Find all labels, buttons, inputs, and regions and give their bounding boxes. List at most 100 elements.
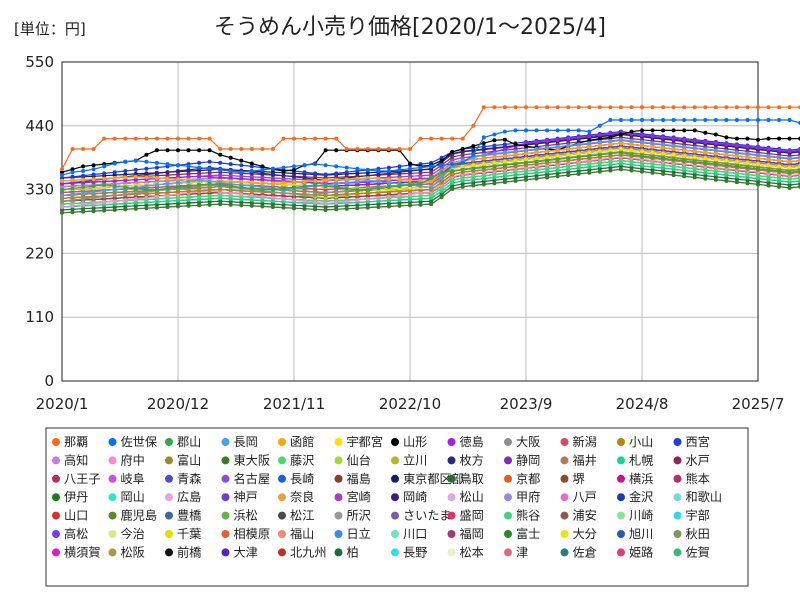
data-point (386, 201, 391, 206)
x-tick-label: 2024/8 (616, 395, 669, 413)
data-point (777, 181, 782, 186)
data-point (724, 176, 729, 180)
data-point (123, 204, 128, 209)
data-point (355, 203, 360, 208)
data-point (418, 199, 423, 204)
x-tick-label: 2020/1 (36, 395, 89, 413)
data-point (661, 169, 666, 173)
data-point (492, 178, 497, 183)
data-point (587, 167, 592, 172)
data-point (429, 173, 434, 178)
data-point (460, 155, 465, 160)
y-tick-label: 440 (25, 117, 54, 135)
x-tick-label: 2022/10 (379, 395, 441, 413)
data-point (260, 201, 265, 206)
data-point (703, 173, 708, 178)
data-point (270, 202, 275, 207)
data-point (376, 202, 381, 207)
data-point (323, 205, 328, 209)
data-point (640, 166, 644, 171)
data-point (60, 207, 64, 212)
data-point (281, 202, 286, 207)
data-point (176, 201, 180, 206)
y-tick-label: 220 (25, 244, 54, 262)
y-tick-label: 550 (25, 53, 54, 71)
data-point (249, 200, 254, 205)
data-point (302, 203, 307, 208)
data-point (450, 158, 455, 162)
data-point (365, 202, 370, 207)
data-point (112, 196, 117, 201)
chart-title: そうめん小売り価格[2020/1～2025/4] (214, 15, 606, 40)
data-point (207, 199, 212, 204)
data-point (418, 173, 423, 178)
data-point (745, 178, 750, 183)
data-point (365, 194, 370, 198)
data-point (186, 200, 191, 205)
data-point (133, 203, 138, 208)
data-point (629, 165, 634, 170)
data-point (365, 170, 370, 175)
data-point (102, 205, 107, 210)
data-point (576, 169, 581, 173)
data-point (534, 173, 539, 178)
data-point (566, 170, 571, 175)
y-tick-label: 330 (25, 181, 54, 199)
data-point (397, 200, 402, 205)
y-tick-label: 0 (44, 372, 54, 390)
plot-frame (61, 61, 759, 382)
data-point (671, 170, 676, 175)
data-point (429, 199, 434, 204)
data-point (481, 179, 486, 184)
data-point (734, 177, 739, 182)
data-point (450, 184, 455, 189)
data-point (197, 200, 202, 205)
data-point (713, 174, 718, 179)
data-point (281, 194, 286, 198)
data-point (545, 172, 550, 177)
x-tick-label: 2020/12 (147, 395, 209, 413)
x-tick-label: 2023/9 (500, 395, 553, 413)
data-point (787, 183, 792, 187)
data-point (154, 202, 159, 207)
data-point (597, 166, 602, 171)
data-point (555, 171, 560, 176)
data-point (439, 166, 444, 171)
data-point (228, 199, 233, 204)
data-point (313, 204, 318, 209)
series-group (60, 105, 800, 215)
data-point (239, 200, 244, 205)
data-point (397, 174, 402, 179)
data-point (682, 171, 687, 176)
data-point (112, 205, 117, 209)
data-point (618, 164, 623, 169)
data-point (292, 203, 296, 208)
data-point (756, 179, 760, 184)
series-鳥取 (60, 164, 800, 212)
data-point (408, 174, 412, 179)
data-point (334, 204, 339, 209)
data-point (344, 203, 349, 208)
data-point (460, 181, 465, 186)
data-point (650, 167, 655, 172)
data-point (218, 199, 223, 204)
unit-label: [単位：円] (14, 20, 86, 38)
axes: 0 110 220 330 440 550 2020/1 2020/12 2021/11 2022… (25, 53, 784, 413)
data-point (112, 173, 117, 178)
data-point (144, 203, 149, 208)
data-point (408, 200, 412, 205)
x-tick-label: 2021/11 (263, 395, 325, 413)
data-point (524, 174, 528, 179)
data-point (165, 202, 170, 207)
data-point (70, 207, 75, 212)
data-point (91, 206, 96, 211)
data-point (766, 180, 771, 185)
data-point (502, 177, 507, 182)
x-tick-label: 2025/7 (732, 395, 785, 413)
data-point (692, 172, 697, 177)
y-tick-label: 110 (25, 308, 54, 326)
data-point (439, 192, 444, 197)
data-point (513, 176, 518, 180)
data-point (471, 180, 476, 185)
